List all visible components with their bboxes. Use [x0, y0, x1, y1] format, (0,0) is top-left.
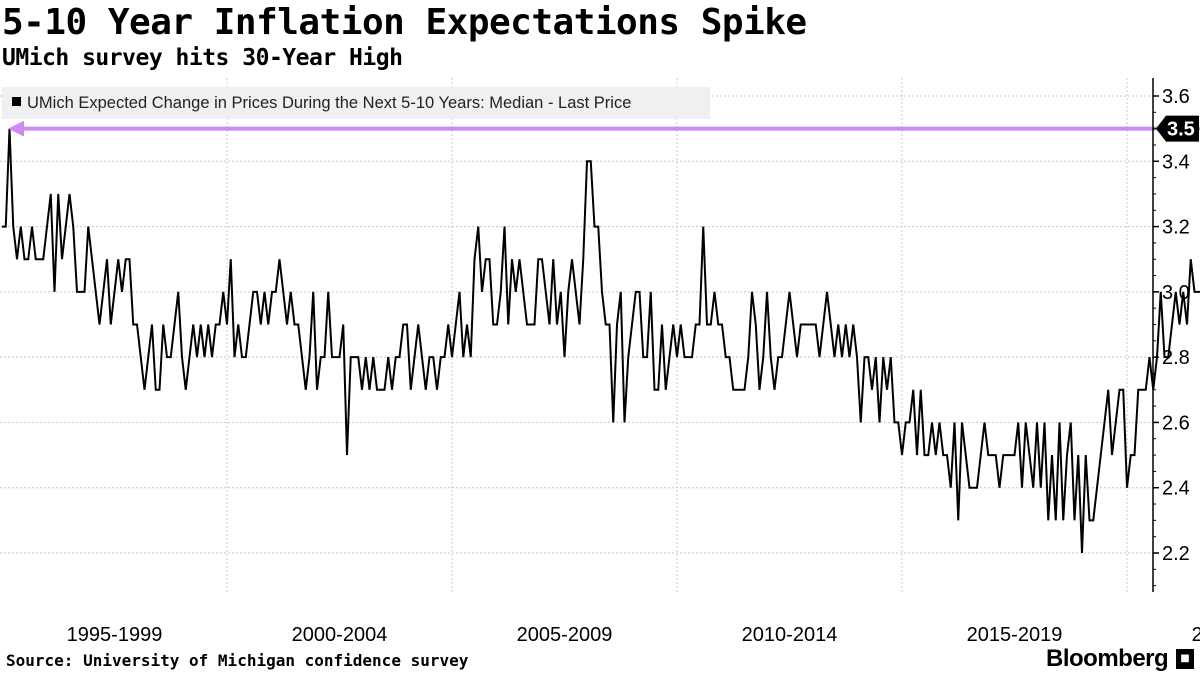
x-tick-label: 2015-2019	[967, 624, 1063, 646]
x-tick-label: 2000-2004	[292, 624, 388, 646]
legend-background	[2, 87, 710, 119]
x-axis: 1995-1999 2000-2004 2005-2009 2010-2014 2015…	[67, 624, 1200, 646]
page-title: 5-10 Year Inflation Expectations Spike	[2, 2, 807, 43]
y-tick-label: 2.2	[1162, 543, 1190, 565]
y-tick-label: 3.0	[1162, 282, 1190, 304]
y-tick-label: 2.4	[1162, 478, 1190, 500]
legend-label: UMich Expected Change in Prices During t…	[27, 94, 631, 112]
last-value-label: 3.5	[1167, 119, 1195, 141]
x-tick-label: 1995-1999	[67, 624, 163, 646]
legend-swatch	[12, 97, 21, 106]
y-axis: 2.2 2.4 2.6 2.8 3.0 3.2 3.4 3.6	[1152, 78, 1190, 592]
y-tick-label: 2.8	[1162, 347, 1190, 369]
x-tick-label: 2010-2014	[742, 624, 838, 646]
series-line	[2, 128, 1200, 554]
source-note: Source: University of Michigan confidenc…	[6, 651, 469, 670]
last-value-callout: 3.5	[1156, 115, 1199, 142]
series-layer	[2, 128, 1200, 554]
y-tick-label: 3.4	[1162, 151, 1190, 173]
y-tick-label: 3.6	[1162, 86, 1190, 108]
last-value-badge	[1156, 115, 1199, 142]
bloomberg-terminal-icon: ■	[1176, 649, 1194, 669]
x-tick-label: 2005-2009	[517, 624, 613, 646]
y-tick-label: 3.2	[1162, 217, 1190, 239]
y-tick-label: 2.6	[1162, 412, 1190, 434]
x-tick-label: 2020-2024	[1192, 624, 1200, 646]
page-subtitle: UMich survey hits 30-Year High	[2, 45, 403, 71]
brand-logo: Bloomberg	[1046, 645, 1169, 672]
highlight-layer	[8, 120, 1200, 137]
highlight-arrowhead	[8, 120, 24, 137]
